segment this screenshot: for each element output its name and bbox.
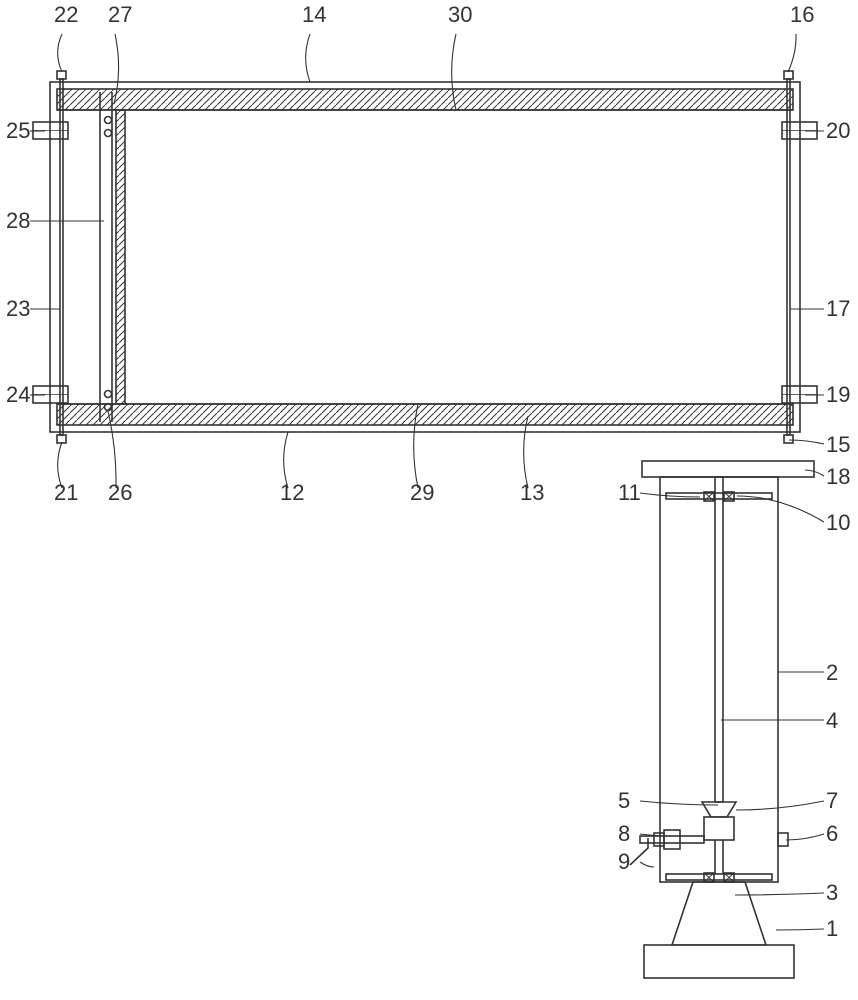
label-22: 22 bbox=[54, 2, 78, 27]
label-6: 6 bbox=[826, 821, 838, 846]
label-20: 20 bbox=[826, 118, 850, 143]
label-4: 4 bbox=[826, 708, 838, 733]
label-2: 2 bbox=[826, 660, 838, 685]
label-23: 23 bbox=[6, 296, 30, 321]
label-30: 30 bbox=[448, 2, 472, 27]
label-14: 14 bbox=[302, 2, 326, 27]
label-12: 12 bbox=[280, 480, 304, 505]
label-5: 5 bbox=[618, 788, 630, 813]
label-28: 28 bbox=[6, 208, 30, 233]
label-25: 25 bbox=[6, 118, 30, 143]
label-8: 8 bbox=[618, 821, 630, 846]
label-1: 1 bbox=[826, 916, 838, 941]
label-21: 21 bbox=[54, 480, 78, 505]
label-26: 26 bbox=[108, 480, 132, 505]
label-7: 7 bbox=[826, 788, 838, 813]
label-16: 16 bbox=[790, 2, 814, 27]
label-13: 13 bbox=[520, 480, 544, 505]
label-24: 24 bbox=[6, 382, 30, 407]
label-19: 19 bbox=[826, 382, 850, 407]
label-11: 11 bbox=[618, 480, 641, 505]
label-15: 15 bbox=[826, 432, 850, 457]
label-3: 3 bbox=[826, 880, 838, 905]
label-10: 10 bbox=[826, 510, 850, 535]
label-29: 29 bbox=[410, 480, 434, 505]
label-17: 17 bbox=[826, 296, 850, 321]
label-18: 18 bbox=[826, 464, 850, 489]
label-27: 27 bbox=[108, 2, 132, 27]
diagram-svg: 2227143016252823242017191518102126122913… bbox=[0, 0, 858, 1000]
label-9: 9 bbox=[618, 849, 630, 874]
